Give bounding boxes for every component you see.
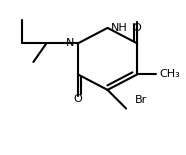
Text: Br: Br	[135, 95, 148, 105]
Text: N: N	[66, 38, 74, 48]
Text: O: O	[133, 23, 142, 33]
Text: CH₃: CH₃	[159, 69, 180, 79]
Text: NH: NH	[111, 23, 128, 33]
Text: O: O	[73, 94, 82, 104]
